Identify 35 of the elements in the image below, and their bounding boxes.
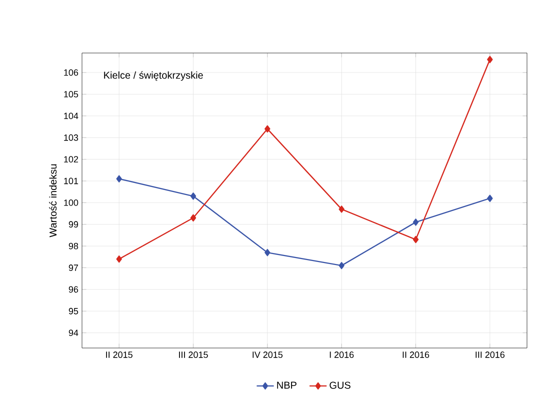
y-tick-label: 105 bbox=[64, 91, 78, 98]
y-tick-label: 104 bbox=[64, 112, 78, 120]
y-tick-label: 103 bbox=[64, 134, 78, 141]
point bbox=[338, 206, 344, 213]
y-axis-title: Wartość indeksu bbox=[49, 164, 57, 238]
point bbox=[412, 218, 419, 226]
point bbox=[264, 125, 270, 133]
point bbox=[487, 194, 493, 202]
y-tick-label: 102 bbox=[64, 156, 78, 162]
y-tick-label: 94 bbox=[68, 330, 78, 336]
y-tick-label: 99 bbox=[68, 221, 78, 228]
x-tick-label: II 2015 bbox=[106, 352, 132, 358]
point bbox=[338, 262, 344, 270]
y-tick-label: 106 bbox=[64, 69, 78, 76]
y-tick-label: 98 bbox=[68, 242, 78, 250]
point bbox=[116, 255, 122, 263]
legend-label: NBP bbox=[277, 382, 296, 389]
x-tick-label: II 2016 bbox=[402, 352, 430, 358]
x-tick-label: I 2016 bbox=[330, 352, 354, 358]
point bbox=[412, 236, 419, 244]
y-tick-label: 96 bbox=[68, 286, 78, 293]
point bbox=[190, 214, 196, 222]
y-tick-label: 100 bbox=[64, 199, 78, 206]
x-tick-label: III 2015 bbox=[179, 352, 208, 358]
x-tick-label: III 2016 bbox=[476, 352, 505, 358]
x-tick-label: IV 2015 bbox=[252, 352, 283, 358]
annotation: Kielce / świętokrzyskie bbox=[104, 71, 203, 81]
y-tick-label: 101 bbox=[64, 178, 78, 184]
legend-label: GUS bbox=[330, 382, 350, 389]
point bbox=[264, 248, 270, 256]
y-tick-label: 95 bbox=[68, 308, 78, 314]
point bbox=[487, 56, 493, 64]
point bbox=[190, 192, 196, 200]
y-tick-label: 97 bbox=[68, 264, 78, 271]
point bbox=[116, 175, 122, 182]
